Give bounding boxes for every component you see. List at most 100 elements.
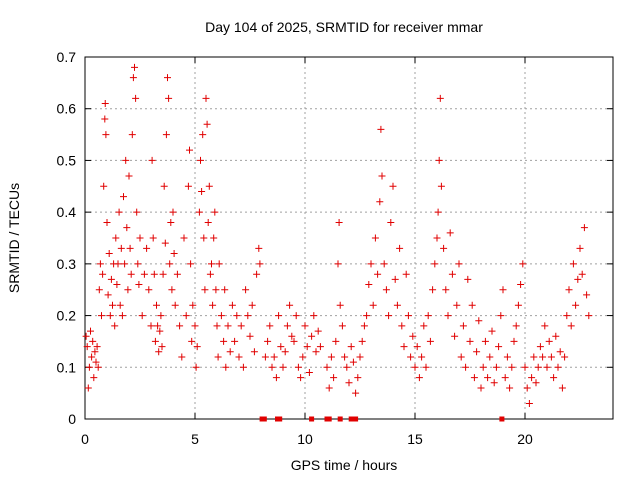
data-point — [354, 374, 362, 382]
data-point — [242, 286, 250, 294]
data-point — [477, 384, 485, 392]
data-point — [170, 250, 178, 258]
data-point — [105, 250, 113, 258]
data-point — [459, 322, 467, 330]
data-point — [437, 182, 445, 190]
data-point — [367, 260, 375, 268]
data-point — [283, 322, 291, 330]
data-point — [396, 244, 404, 252]
data-point — [334, 260, 342, 268]
data-point — [541, 322, 549, 330]
x-tick-label: 10 — [297, 431, 313, 447]
data-point — [268, 363, 276, 371]
data-point — [248, 301, 256, 309]
data-point — [143, 244, 151, 252]
data-point — [442, 286, 450, 294]
data-point — [82, 332, 90, 340]
data-point — [294, 363, 302, 371]
data-point — [407, 353, 415, 361]
y-tick-label: 0.4 — [57, 204, 77, 220]
data-point — [206, 270, 214, 278]
data-point — [220, 337, 228, 345]
data-points — [82, 63, 593, 422]
data-point — [411, 363, 419, 371]
data-point — [501, 374, 509, 382]
data-point — [166, 260, 174, 268]
data-point — [398, 322, 406, 330]
data-point — [164, 74, 171, 82]
data-point — [336, 301, 344, 309]
data-point — [345, 379, 353, 387]
data-point — [157, 312, 165, 320]
y-tick-label: 0 — [68, 411, 76, 427]
data-point — [506, 384, 514, 392]
data-point — [95, 286, 103, 294]
data-point — [202, 94, 210, 102]
data-point — [155, 348, 163, 356]
data-point — [393, 301, 401, 309]
data-point — [228, 301, 236, 309]
data-point — [208, 260, 215, 268]
data-point — [451, 332, 459, 340]
data-point — [180, 234, 188, 242]
data-point — [303, 343, 311, 351]
data-point — [178, 353, 186, 361]
data-point — [532, 379, 540, 387]
data-point — [199, 131, 207, 139]
data-point — [519, 260, 527, 268]
data-point — [288, 332, 296, 340]
data-point — [484, 374, 492, 382]
data-point — [380, 260, 388, 268]
data-point — [107, 275, 115, 283]
data-point — [332, 337, 340, 345]
data-point — [429, 286, 437, 294]
data-point — [136, 234, 144, 242]
data-point — [316, 343, 324, 351]
data-point — [120, 193, 127, 201]
data-point — [189, 301, 197, 309]
data-point — [195, 208, 203, 216]
data-point — [358, 337, 366, 345]
data-point — [187, 260, 195, 268]
data-point — [305, 368, 313, 376]
data-point — [418, 353, 426, 361]
data-point — [466, 337, 474, 345]
data-point — [420, 322, 428, 330]
data-point — [503, 353, 511, 361]
data-point — [91, 348, 99, 356]
data-point — [115, 208, 123, 216]
data-point — [224, 322, 232, 330]
axis-ticks — [84, 56, 613, 420]
data-point — [193, 343, 201, 351]
data-point — [159, 270, 167, 278]
data-point — [338, 322, 346, 330]
data-point — [512, 322, 520, 330]
data-point — [567, 322, 575, 330]
data-point — [145, 286, 153, 294]
data-point — [217, 312, 225, 320]
data-point — [565, 286, 573, 294]
data-point — [457, 353, 465, 361]
data-point — [109, 301, 116, 309]
zero-marker — [337, 416, 343, 422]
data-point — [365, 281, 373, 289]
data-point — [387, 218, 395, 226]
x-tick-label: 15 — [407, 431, 423, 447]
data-point — [297, 374, 305, 382]
data-point — [205, 182, 213, 190]
data-point — [264, 337, 272, 345]
data-point — [404, 312, 412, 320]
data-point — [330, 374, 338, 382]
data-point — [277, 343, 285, 351]
data-point — [409, 332, 417, 340]
data-point — [121, 260, 129, 268]
data-point — [89, 337, 97, 345]
data-point — [167, 218, 175, 226]
data-point — [210, 234, 218, 242]
data-point — [134, 260, 142, 268]
data-point — [576, 244, 584, 252]
data-point — [201, 286, 209, 294]
data-point — [182, 312, 190, 320]
data-point — [88, 353, 96, 361]
data-point — [580, 224, 588, 232]
